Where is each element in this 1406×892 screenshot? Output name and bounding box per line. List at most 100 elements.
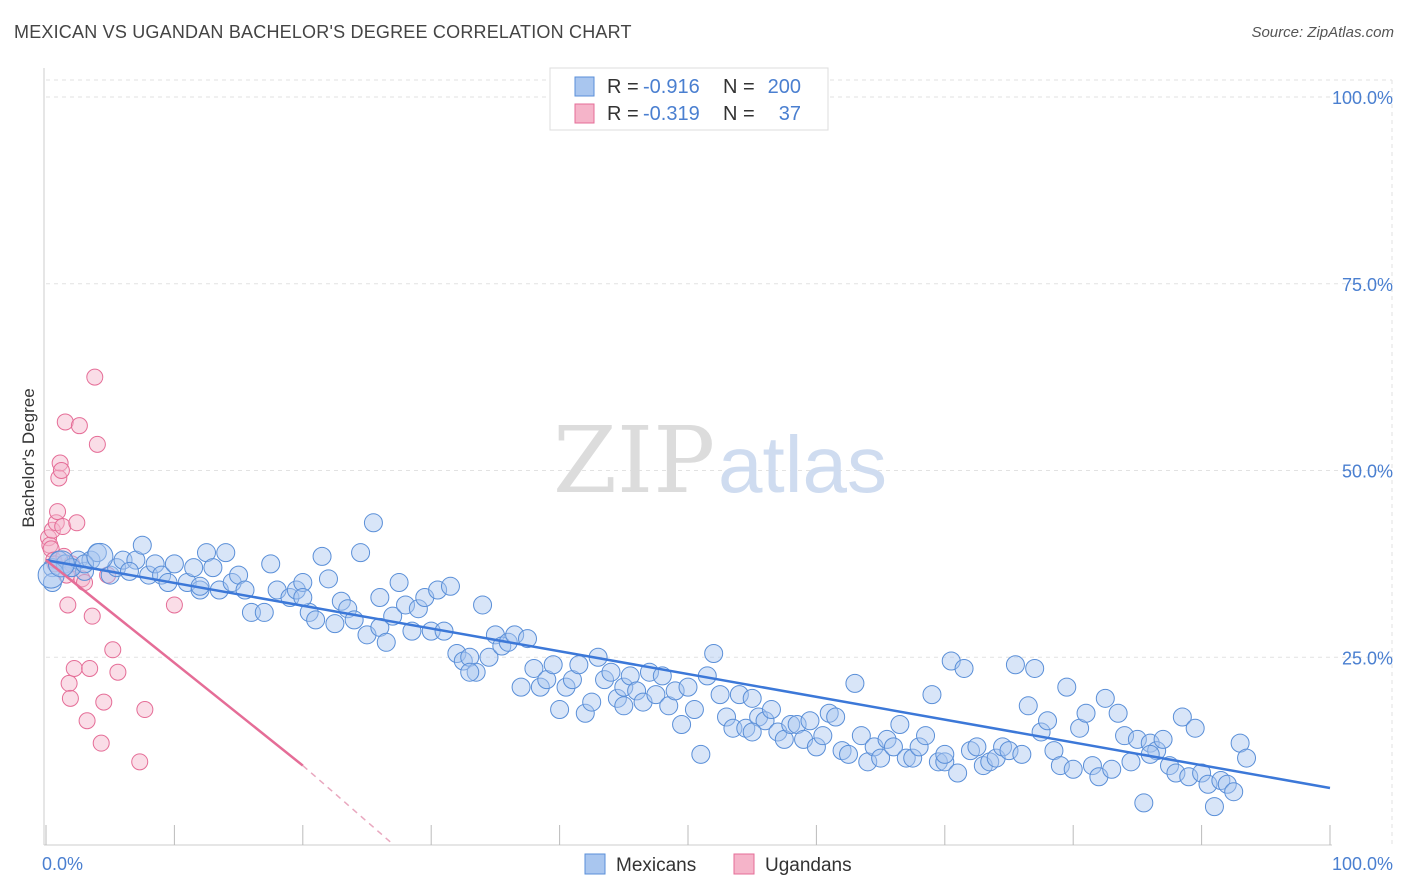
ugandan-point bbox=[92, 734, 110, 752]
mexican-point bbox=[1095, 688, 1115, 708]
mexican-point bbox=[755, 711, 775, 731]
mexican-point bbox=[325, 614, 345, 634]
mexican-point bbox=[922, 685, 942, 705]
bottom-legend-swatch-mexicans bbox=[584, 853, 606, 875]
mexican-point bbox=[1172, 707, 1192, 727]
mexican-point bbox=[614, 696, 634, 716]
mexican-point bbox=[119, 561, 139, 581]
mexican-point bbox=[1115, 726, 1135, 746]
ugandan-point bbox=[61, 689, 79, 707]
mexican-point bbox=[1018, 696, 1038, 716]
ugandan-point bbox=[86, 368, 104, 386]
mexican-point bbox=[678, 677, 698, 697]
mexican-point bbox=[1063, 759, 1083, 779]
ugandan-point bbox=[65, 659, 83, 677]
bottom-legend: Mexicans Ugandans bbox=[584, 853, 852, 876]
bottom-legend-swatch-ugandans bbox=[733, 853, 755, 875]
mexican-point bbox=[408, 599, 428, 619]
mexican-point bbox=[896, 748, 916, 768]
mexican-point bbox=[164, 554, 184, 574]
ugandan-point bbox=[88, 435, 106, 453]
mexican-point bbox=[761, 700, 781, 720]
legend-r-label-1: R = bbox=[607, 76, 639, 98]
y-tick-label: 25.0% bbox=[1342, 648, 1393, 668]
mexican-point bbox=[1224, 782, 1244, 802]
mexican-point bbox=[306, 610, 326, 630]
legend-n-label-1: N = bbox=[723, 76, 755, 98]
x-tick-labels: 0.0% 100.0% bbox=[42, 854, 1393, 874]
mexican-point bbox=[1237, 748, 1257, 768]
mexican-point bbox=[903, 748, 923, 768]
ugandan-point bbox=[104, 641, 122, 659]
mexican-point bbox=[1140, 733, 1160, 753]
mexican-point bbox=[646, 685, 666, 705]
y-tick-labels: 100.0% 75.0% 50.0% 25.0% bbox=[1332, 88, 1393, 668]
mexican-point bbox=[511, 677, 531, 697]
ugandan-point bbox=[165, 596, 183, 614]
legend-r-label-2: R = bbox=[607, 103, 639, 125]
mexican-point bbox=[86, 542, 114, 570]
mexican-point bbox=[543, 655, 563, 675]
ugandan-point bbox=[109, 663, 127, 681]
ugandan-point bbox=[70, 417, 88, 435]
mexican-point bbox=[524, 658, 544, 678]
mexican-point bbox=[550, 700, 570, 720]
mexican-point bbox=[691, 744, 711, 764]
y-tick-label: 75.0% bbox=[1342, 275, 1393, 295]
mexican-point bbox=[453, 651, 473, 671]
watermark-atlas: atlas bbox=[718, 420, 887, 509]
mexican-point bbox=[582, 692, 602, 712]
mexican-point bbox=[518, 629, 537, 649]
mexican-point bbox=[729, 685, 749, 705]
ugandan-point bbox=[54, 518, 72, 536]
mexican-point bbox=[261, 554, 281, 574]
mexican-point bbox=[447, 644, 467, 664]
trend-lines bbox=[45, 558, 1331, 845]
mexican-point bbox=[839, 744, 858, 764]
mexican-point bbox=[389, 573, 409, 593]
mexican-point bbox=[1153, 729, 1173, 749]
mexican-point bbox=[890, 714, 910, 734]
mexican-point bbox=[909, 737, 929, 757]
legend-swatch-mexicans bbox=[574, 76, 595, 97]
mexican-point bbox=[1012, 744, 1032, 764]
mexican-point bbox=[351, 543, 371, 563]
mexican-point bbox=[556, 677, 576, 697]
mexican-point bbox=[575, 703, 595, 723]
mexican-point bbox=[607, 688, 627, 708]
mexican-point bbox=[1127, 729, 1147, 749]
mexican-point bbox=[1134, 793, 1154, 813]
x-tick-label: 0.0% bbox=[42, 854, 83, 874]
mexican-point bbox=[736, 718, 756, 738]
mexican-point bbox=[1147, 741, 1167, 761]
mexican-point bbox=[370, 587, 390, 607]
mexican-point bbox=[293, 573, 313, 593]
mexican-point bbox=[916, 726, 936, 746]
mexican-point bbox=[1038, 711, 1058, 731]
mexican-point bbox=[318, 569, 338, 589]
mexican-point bbox=[569, 655, 589, 675]
chart-title: MEXICAN VS UGANDAN BACHELOR'S DEGREE COR… bbox=[14, 22, 632, 42]
mexican-point bbox=[999, 741, 1019, 761]
mexican-point bbox=[428, 580, 448, 600]
mexican-point bbox=[960, 741, 980, 761]
mexican-point bbox=[595, 670, 615, 690]
mexican-point bbox=[980, 752, 1000, 772]
y-tick-label: 100.0% bbox=[1332, 88, 1393, 108]
mexican-point bbox=[1166, 763, 1186, 783]
bottom-legend-mexicans: Mexicans bbox=[616, 855, 696, 876]
legend-n-value-2: 37 bbox=[779, 103, 801, 125]
mexican-point bbox=[800, 711, 820, 731]
mexican-point bbox=[466, 662, 486, 682]
mexican-point bbox=[1005, 655, 1025, 675]
mexican-point bbox=[704, 644, 724, 664]
mexican-point bbox=[1108, 703, 1128, 723]
mexican-point bbox=[781, 714, 801, 734]
mexican-point bbox=[826, 707, 846, 727]
mexican-point bbox=[742, 722, 762, 742]
mexican-point bbox=[871, 748, 891, 768]
mexican-point bbox=[145, 554, 165, 574]
mexican-point bbox=[672, 714, 692, 734]
mexican-point bbox=[184, 558, 204, 578]
mexican-point bbox=[883, 737, 903, 757]
